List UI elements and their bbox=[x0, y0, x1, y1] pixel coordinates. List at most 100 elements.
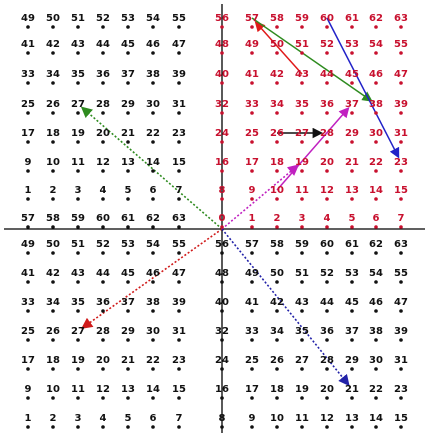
br-num-59-dot bbox=[300, 251, 304, 255]
br-num-27-dot bbox=[300, 367, 304, 371]
br-num-50-dot bbox=[275, 280, 279, 284]
tr-num-32-dot bbox=[220, 111, 224, 115]
tl-num-9-dot bbox=[26, 169, 30, 173]
tr-num-15: 15 bbox=[394, 185, 408, 196]
br-num-19-dot bbox=[300, 396, 304, 400]
br-num-61-dot bbox=[350, 251, 354, 255]
br-num-34-dot bbox=[275, 338, 279, 342]
tr-num-14: 14 bbox=[369, 185, 383, 196]
mid-num-61: 61 bbox=[121, 213, 135, 224]
bl-num-43-dot bbox=[76, 280, 80, 284]
bl-num-4: 4 bbox=[100, 413, 107, 424]
tr-num-51-dot bbox=[300, 51, 304, 55]
tr-num-18-dot bbox=[275, 169, 279, 173]
bl-num-10-dot bbox=[51, 396, 55, 400]
tr-num-12-dot bbox=[325, 197, 329, 201]
bl-num-13: 13 bbox=[121, 384, 135, 395]
br-num-54: 54 bbox=[369, 268, 383, 279]
tr-num-44: 44 bbox=[320, 69, 334, 80]
tr-num-41-dot bbox=[250, 81, 254, 85]
tr-num-55: 55 bbox=[394, 39, 408, 50]
axes bbox=[4, 4, 425, 433]
tl-num-19: 19 bbox=[71, 128, 85, 139]
tl-num-2-dot bbox=[51, 197, 55, 201]
tl-num-55: 55 bbox=[172, 13, 186, 24]
bl-num-25-dot bbox=[26, 338, 30, 342]
tr-num-26-dot bbox=[275, 140, 279, 144]
tr-num-35: 35 bbox=[295, 99, 309, 110]
bl-num-18-dot bbox=[51, 367, 55, 371]
tl-num-27: 27 bbox=[71, 99, 85, 110]
tl-num-26-dot bbox=[51, 111, 55, 115]
bl-num-21: 21 bbox=[121, 355, 135, 366]
tl-num-23: 23 bbox=[172, 128, 186, 139]
tr-num-5: 5 bbox=[349, 213, 356, 224]
tr-num-31: 31 bbox=[394, 128, 408, 139]
bl-num-45-dot bbox=[126, 280, 130, 284]
bl-num-22: 22 bbox=[146, 355, 160, 366]
tr-num-27: 27 bbox=[295, 128, 309, 139]
tr-num-43-dot bbox=[300, 81, 304, 85]
tl-num-4: 4 bbox=[100, 185, 107, 196]
tr-num-38-dot bbox=[374, 111, 378, 115]
tr-num-47: 47 bbox=[394, 69, 408, 80]
tr-num-41: 41 bbox=[245, 69, 259, 80]
mid-num-57: 57 bbox=[21, 213, 35, 224]
bl-num-30-dot bbox=[151, 338, 155, 342]
bl-num-2-dot bbox=[51, 425, 55, 429]
red-dotted-arrow bbox=[81, 228, 223, 329]
br-num-41-dot bbox=[250, 309, 254, 313]
tr-num-45-dot bbox=[350, 81, 354, 85]
mid-num-58: 58 bbox=[46, 213, 60, 224]
br-num-21: 21 bbox=[345, 384, 359, 395]
bl-num-18: 18 bbox=[46, 355, 60, 366]
br-num-47-dot bbox=[399, 309, 403, 313]
tl-num-37-dot bbox=[126, 81, 130, 85]
tl-num-38-dot bbox=[151, 81, 155, 85]
br-num-56: 56 bbox=[215, 239, 229, 250]
tl-num-13-dot bbox=[126, 169, 130, 173]
bl-num-44: 44 bbox=[96, 268, 110, 279]
bl-num-9: 9 bbox=[25, 384, 32, 395]
tl-num-51-dot bbox=[76, 25, 80, 29]
tr-num-25-dot bbox=[250, 140, 254, 144]
tl-num-39: 39 bbox=[172, 69, 186, 80]
bl-num-11: 11 bbox=[71, 384, 85, 395]
tr-num-45: 45 bbox=[345, 69, 359, 80]
bl-num-12: 12 bbox=[96, 384, 110, 395]
tr-num-10-dot bbox=[275, 197, 279, 201]
bl-num-52-dot bbox=[101, 251, 105, 255]
tr-num-17: 17 bbox=[245, 157, 259, 168]
tr-num-11: 11 bbox=[295, 185, 309, 196]
tr-num-43: 43 bbox=[295, 69, 309, 80]
br-num-57-dot bbox=[250, 251, 254, 255]
tl-num-35: 35 bbox=[71, 69, 85, 80]
tr-num-2: 2 bbox=[274, 213, 281, 224]
tl-num-1: 1 bbox=[25, 185, 32, 196]
tr-num-63-dot bbox=[399, 25, 403, 29]
tl-num-5: 5 bbox=[125, 185, 132, 196]
br-num-8-dot bbox=[220, 425, 224, 429]
tr-num-58-dot bbox=[275, 25, 279, 29]
tl-num-17: 17 bbox=[21, 128, 35, 139]
bl-num-5: 5 bbox=[125, 413, 132, 424]
br-num-20: 20 bbox=[320, 384, 334, 395]
magenta-solid-arrow bbox=[276, 106, 350, 191]
br-num-35: 35 bbox=[295, 326, 309, 337]
bl-num-36-dot bbox=[101, 309, 105, 313]
br-num-29: 29 bbox=[345, 355, 359, 366]
br-num-55-dot bbox=[399, 280, 403, 284]
tl-num-46: 46 bbox=[146, 39, 160, 50]
br-num-41: 41 bbox=[245, 297, 259, 308]
br-num-38: 38 bbox=[369, 326, 383, 337]
bl-num-36: 36 bbox=[96, 297, 110, 308]
br-num-33: 33 bbox=[245, 326, 259, 337]
br-num-38-dot bbox=[374, 338, 378, 342]
br-num-28-dot bbox=[325, 367, 329, 371]
tr-num-24: 24 bbox=[215, 128, 229, 139]
br-num-26: 26 bbox=[270, 355, 284, 366]
mid-num-60: 60 bbox=[96, 213, 110, 224]
tr-num-24-dot bbox=[220, 140, 224, 144]
